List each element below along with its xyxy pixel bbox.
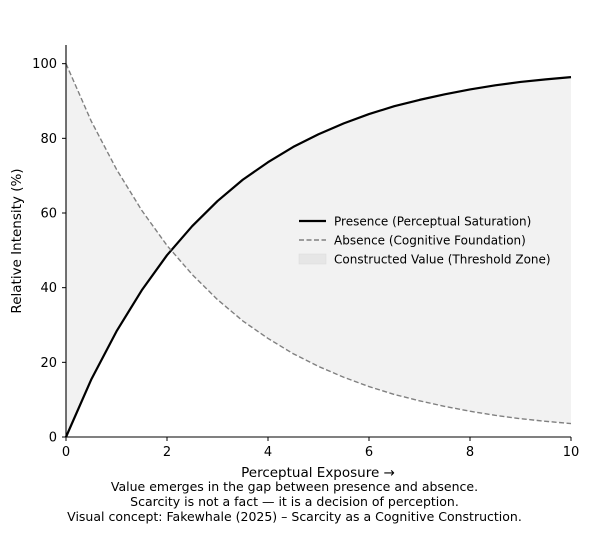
x-tick-label: 4 — [264, 445, 272, 460]
legend-presence: Presence (Perceptual Saturation) — [299, 215, 531, 229]
y-tick-label: 80 — [40, 132, 57, 147]
caption-line-1: Value emerges in the gap between presenc… — [110, 479, 479, 494]
presence-line — [64, 76, 572, 438]
x-tick-label: 6 — [365, 445, 373, 460]
legend-constructed-value-swatch — [298, 253, 327, 265]
y-tick-label: 100 — [32, 57, 57, 72]
x-tick-label: 8 — [466, 445, 474, 460]
x-tick-label: 0 — [62, 445, 70, 460]
y-axis-title: Relative Intensity (%) — [9, 168, 25, 313]
y-tick-label: 0 — [49, 431, 57, 446]
series-layer — [64, 63, 572, 438]
legend-absence: Absence (Cognitive Foundation) — [299, 234, 526, 248]
caption-line-2: Scarcity is not a fact — it is a decisio… — [130, 494, 459, 509]
y-tick-label: 20 — [40, 356, 57, 371]
threshold-zone-area — [66, 63, 571, 438]
legend-presence-label: Presence (Perceptual Saturation) — [334, 215, 531, 229]
x-axis-title: Perceptual Exposure → — [241, 465, 395, 480]
legend-constructed-value: Constructed Value (Threshold Zone) — [298, 253, 551, 267]
caption-line-3: Visual concept: Fakewhale (2025) – Scarc… — [67, 509, 522, 524]
y-tick-label: 40 — [40, 281, 57, 296]
legend-constructed-value-label: Constructed Value (Threshold Zone) — [334, 253, 551, 267]
legend: Presence (Perceptual Saturation) Absence … — [298, 215, 551, 267]
x-tick-label: 10 — [563, 445, 580, 460]
axes — [65, 45, 571, 438]
caption: Value emerges in the gap between presenc… — [0, 479, 589, 524]
x-tick-label: 2 — [163, 445, 171, 460]
threshold-zone-fill-layer — [66, 63, 571, 438]
absence-line — [65, 63, 572, 425]
legend-absence-label: Absence (Cognitive Foundation) — [334, 234, 526, 248]
y-tick-label: 60 — [40, 207, 57, 222]
